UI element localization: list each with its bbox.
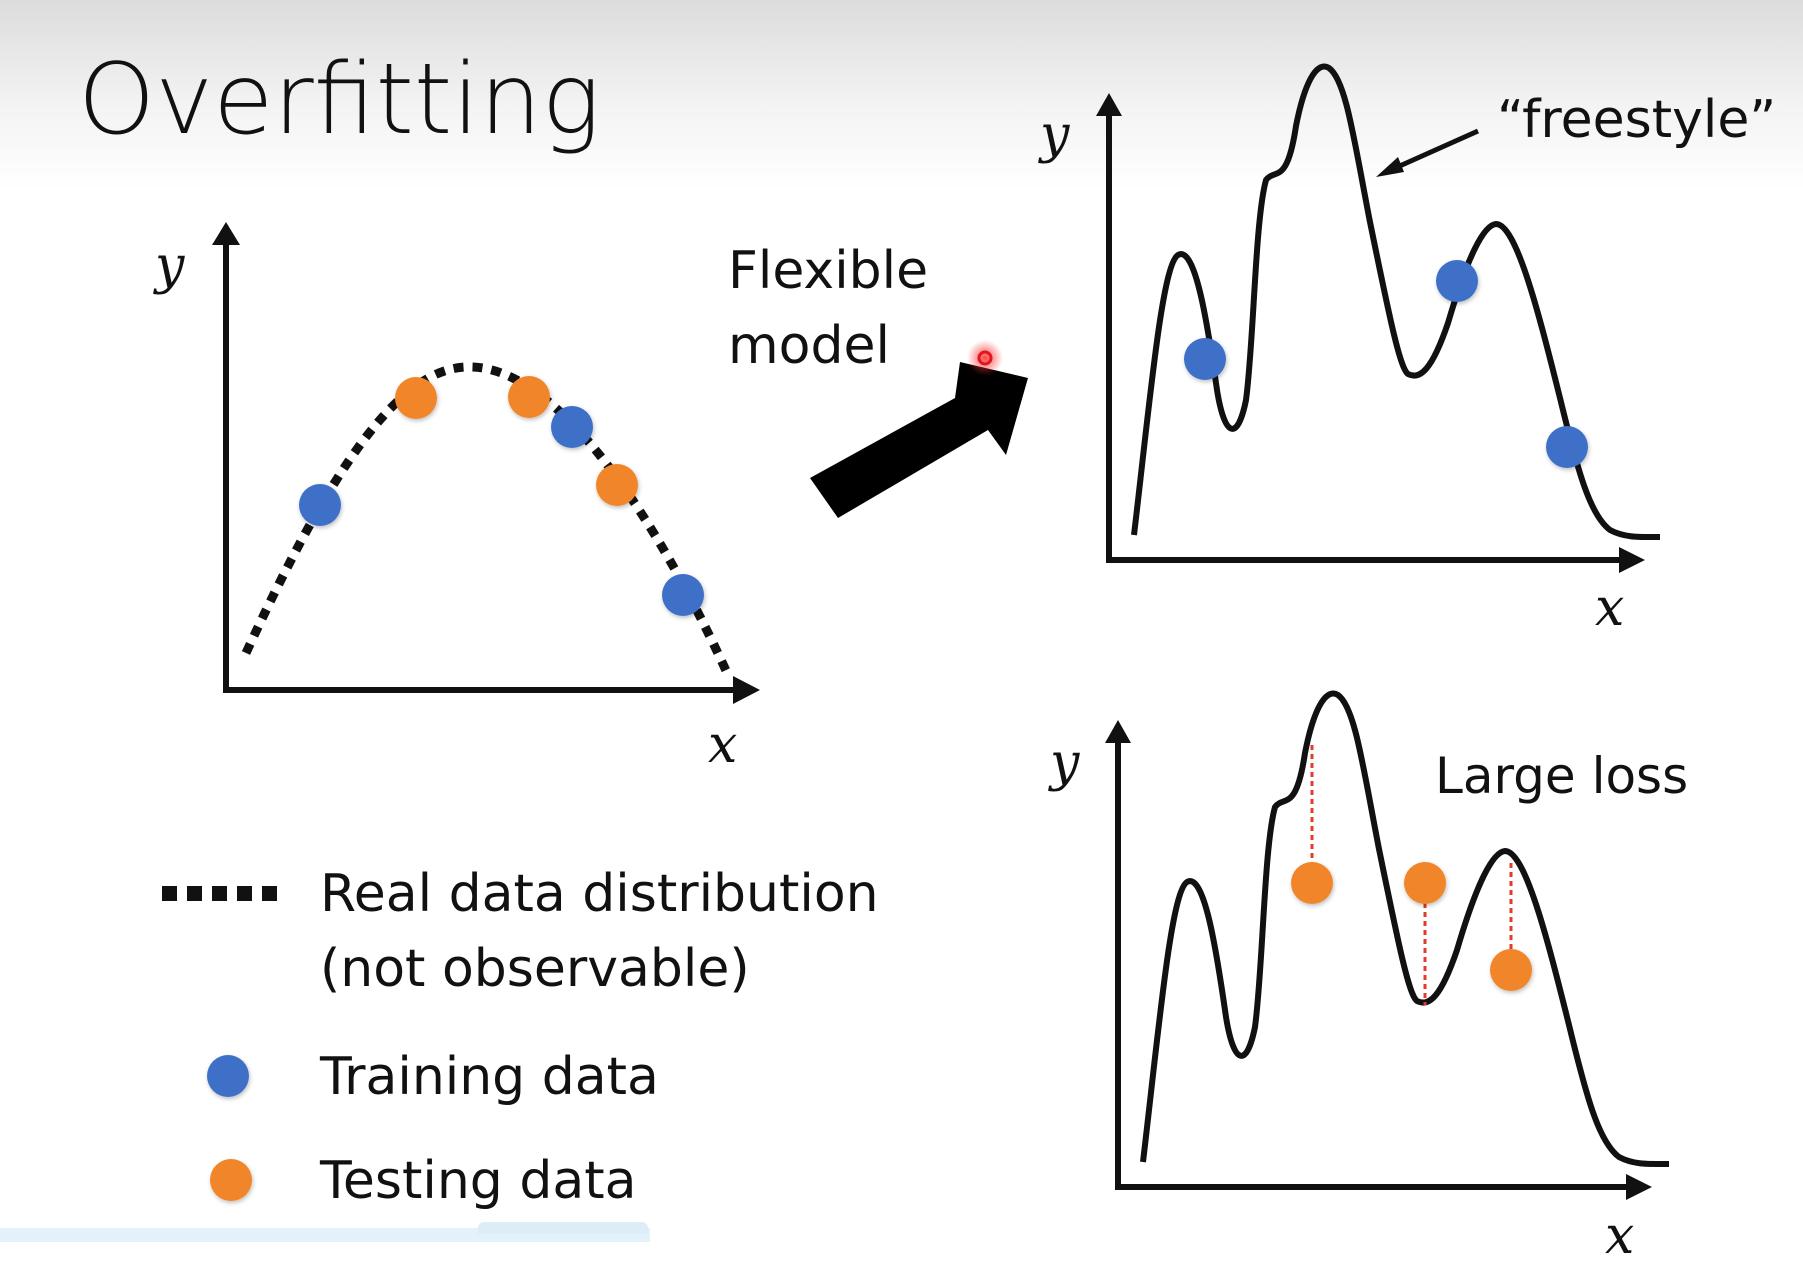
bottom-right-testing-point: [1490, 949, 1532, 991]
legend: Real data distribution (not observable) …: [162, 864, 879, 1211]
left-testing-point: [596, 464, 638, 506]
left-plot: y x: [153, 222, 760, 775]
freestyle-pointer-arrowhead: [1376, 157, 1404, 177]
left-y-label: y: [153, 236, 185, 296]
legend-testing-label: Testing data: [319, 1151, 636, 1211]
arrow-label-line2: model: [728, 316, 890, 376]
legend-training-label: Training data: [319, 1047, 659, 1107]
left-x-label: x: [708, 715, 737, 775]
top-right-x-label: x: [1595, 578, 1624, 638]
left-testing-point: [395, 377, 437, 419]
bottom-right-testing-point: [1404, 862, 1446, 904]
legend-training-marker: [207, 1055, 249, 1097]
flexible-model-arrow-group: Flexible model: [728, 241, 1028, 518]
bottom-right-x-axis-arrowhead: [1626, 1174, 1652, 1200]
freestyle-annotation: “freestyle”: [1497, 90, 1776, 150]
legend-real-distribution-label: Real data distribution: [320, 864, 879, 924]
top-right-training-point: [1184, 338, 1226, 380]
legend-real-distribution-swatch: [162, 886, 277, 901]
left-testing-point: [508, 376, 550, 418]
top-right-plot: y x “freestyle”: [1038, 63, 1776, 638]
bottom-right-plot: y x Large loss: [1048, 690, 1688, 1266]
left-x-axis-arrowhead: [733, 676, 760, 704]
legend-testing-marker: [210, 1159, 252, 1201]
bottom-right-testing-point: [1291, 862, 1333, 904]
title-bar-background: [0, 0, 1803, 190]
bottom-right-y-label: y: [1048, 733, 1080, 793]
left-training-point: [551, 406, 593, 448]
top-right-x-axis-arrowhead: [1619, 547, 1645, 573]
laser-pointer-glow: [967, 340, 1003, 376]
laser-pointer-dot: [977, 350, 993, 366]
legend-real-distribution-note: (not observable): [320, 939, 750, 999]
top-right-y-label: y: [1038, 105, 1070, 165]
bottom-right-y-axis-arrowhead: [1105, 720, 1131, 743]
bottom-highlight-tab: [478, 1222, 648, 1234]
arrow-label-line1: Flexible: [728, 241, 928, 301]
top-right-y-axis-arrowhead: [1096, 93, 1122, 116]
bottom-right-x-label: x: [1605, 1206, 1634, 1266]
large-loss-label: Large loss: [1435, 747, 1688, 805]
freestyle-curve-bottom: [1140, 690, 1670, 1168]
slide-title: Overfitting: [78, 43, 600, 157]
left-training-point: [299, 484, 341, 526]
left-training-point: [662, 574, 704, 616]
flexible-model-arrow: [810, 362, 1028, 518]
top-right-training-point: [1436, 260, 1478, 302]
top-right-training-point: [1546, 426, 1588, 468]
left-y-axis-arrowhead: [212, 222, 240, 245]
